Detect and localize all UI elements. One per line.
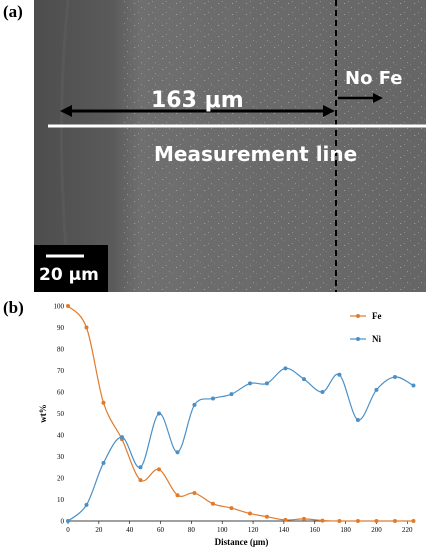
y-tick-label: 70 <box>57 367 65 375</box>
data-point-ni <box>156 411 161 416</box>
data-point-ni <box>175 450 180 455</box>
x-tick-label: 120 <box>248 526 259 534</box>
x-tick-label: 200 <box>371 526 382 534</box>
y-tick-label: 10 <box>57 496 65 504</box>
data-point-fe <box>84 325 89 330</box>
sem-micrograph: 163 μm No Fe Measurement line 20 μm <box>34 0 426 292</box>
data-point-fe <box>283 517 288 522</box>
panel-b-label: (b) <box>3 298 24 317</box>
data-point-ni <box>138 465 143 470</box>
panel-a-label: (a) <box>3 2 23 21</box>
distance-arrow <box>60 105 335 117</box>
x-tick-label: 80 <box>188 526 196 534</box>
data-point-fe <box>156 467 161 472</box>
y-tick-label: 50 <box>57 410 65 418</box>
x-tick-label: 20 <box>95 526 103 534</box>
data-point-ni <box>320 390 325 394</box>
x-tick-label: 40 <box>126 526 134 534</box>
data-point-fe <box>247 511 252 516</box>
data-point-fe <box>337 519 342 523</box>
x-axis-title: Distance (μm) <box>215 537 269 547</box>
y-tick-label: 60 <box>57 389 65 397</box>
data-point-ni <box>374 387 379 392</box>
legend-marker-fe <box>356 314 360 318</box>
x-tick-label: 220 <box>402 526 413 534</box>
data-point-ni <box>392 374 397 379</box>
data-point-fe <box>192 491 197 496</box>
chart-legend: Fe Ni <box>350 311 382 344</box>
data-point-fe <box>301 516 306 521</box>
y-tick-label: 80 <box>57 346 65 354</box>
y-tick-label: 20 <box>57 475 65 483</box>
data-point-ni <box>210 396 215 401</box>
data-point-fe <box>320 518 325 523</box>
series-line-ni <box>67 367 414 522</box>
data-point-ni <box>264 381 269 386</box>
data-point-ni <box>192 402 197 407</box>
composition-chart: 0 10 20 30 40 50 60 70 80 90 100 0 20 40 60 80 100 120 140… <box>0 296 426 550</box>
legend-marker-ni <box>356 337 360 341</box>
y-tick-label: 100 <box>54 303 65 311</box>
x-tick-label: 100 <box>217 526 228 534</box>
x-tick-label: 60 <box>157 526 165 534</box>
scale-bar <box>34 245 108 292</box>
data-point-fe <box>229 506 234 511</box>
data-point-fe <box>374 519 379 523</box>
distance-label: 163 μm <box>151 88 244 113</box>
x-tick-label: 0 <box>66 526 70 534</box>
data-point-ni <box>247 381 252 386</box>
x-tick-label: 180 <box>340 526 351 534</box>
x-tick-label: 160 <box>310 526 321 534</box>
data-point-fe <box>411 519 416 523</box>
legend-label-fe: Fe <box>372 311 382 321</box>
data-point-ni <box>283 366 288 371</box>
data-point-ni <box>66 519 70 523</box>
chart-axes: 0 10 20 30 40 50 60 70 80 90 100 0 20 40 60 80 100 120 140… <box>54 303 415 534</box>
y-tick-label: 90 <box>57 324 65 332</box>
chart-series <box>66 304 416 523</box>
data-point-fe <box>392 519 397 523</box>
data-point-fe <box>66 304 70 308</box>
data-point-ni <box>355 417 360 422</box>
data-point-ni <box>337 372 342 377</box>
data-point-ni <box>229 392 234 397</box>
data-point-fe <box>264 514 269 519</box>
y-tick-label: 30 <box>57 453 65 461</box>
measurement-line-label: Measurement line <box>154 142 357 166</box>
sem-texture <box>124 0 426 292</box>
data-point-ni <box>84 502 89 507</box>
data-point-fe <box>175 493 180 498</box>
y-tick-label: 40 <box>57 432 65 440</box>
data-point-fe <box>138 478 143 483</box>
y-axis-title: wt% <box>38 404 48 423</box>
data-point-fe <box>355 519 360 523</box>
data-point-fe <box>101 400 106 405</box>
legend-label-ni: Ni <box>372 334 381 344</box>
y-tick-label: 0 <box>61 518 65 526</box>
data-point-ni <box>301 377 306 382</box>
no-fe-arrow <box>338 93 383 103</box>
x-tick-label: 140 <box>279 526 290 534</box>
data-point-ni <box>411 383 416 388</box>
data-point-ni <box>119 435 124 440</box>
data-point-ni <box>101 460 106 465</box>
data-point-fe <box>210 501 215 506</box>
series-line-fe <box>67 305 414 522</box>
no-fe-label: No Fe <box>345 68 402 89</box>
scale-bar-label: 20 μm <box>39 265 99 285</box>
